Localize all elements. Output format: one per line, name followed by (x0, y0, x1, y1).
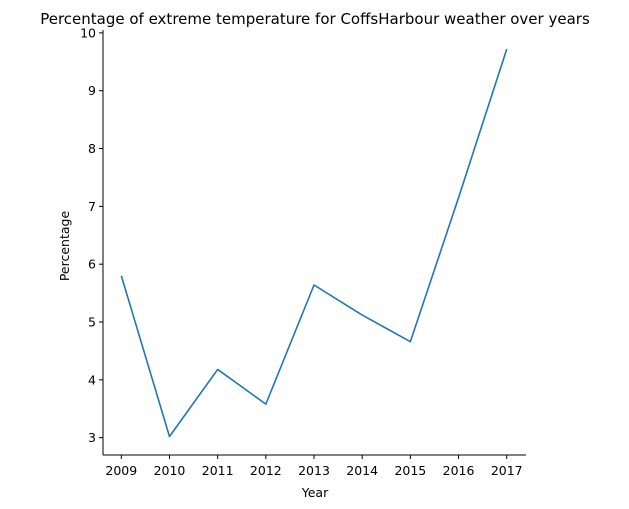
series-line (120, 48, 508, 438)
x-tick-label: 2009 (105, 463, 137, 478)
y-tick-label: 7 (88, 199, 96, 214)
y-axis-label: Percentage (57, 211, 72, 282)
x-tick-label: 2010 (154, 463, 186, 478)
x-tick-label: 2012 (250, 463, 282, 478)
x-tick-label: 2014 (346, 463, 378, 478)
y-axis: 3 4 5 6 7 8 9 10 (80, 25, 104, 455)
y-tick-label: 4 (88, 372, 96, 387)
x-tick-label: 2011 (202, 463, 234, 478)
y-tick-label: 9 (88, 83, 96, 98)
y-tick-label: 5 (88, 315, 96, 330)
y-tick-label: 10 (80, 25, 96, 40)
chart-title: Percentage of extreme temperature for Co… (40, 10, 590, 28)
x-tick-label: 2017 (491, 463, 523, 478)
x-axis-label: Year (301, 485, 329, 500)
x-tick-label: 2013 (298, 463, 330, 478)
plot-area (120, 48, 508, 438)
y-tick-label: 6 (88, 257, 96, 272)
x-tick-label: 2016 (443, 463, 475, 478)
x-axis: 2009 2010 2011 2012 2013 2014 2015 2016 2017 (103, 454, 526, 478)
y-tick-label: 8 (88, 141, 96, 156)
y-tick-label: 3 (88, 430, 96, 445)
x-tick-label: 2015 (394, 463, 426, 478)
